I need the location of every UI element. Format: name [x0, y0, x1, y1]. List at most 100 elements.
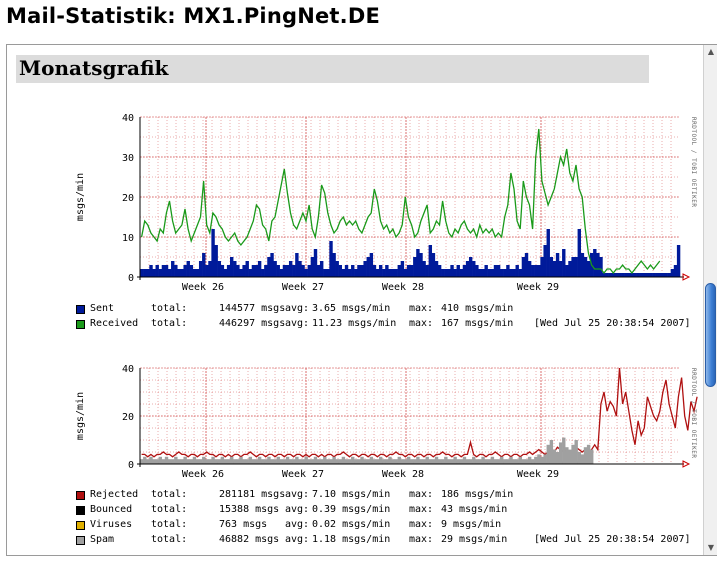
bar-spam: [487, 459, 491, 464]
legend-row: Sent total: 144577 msgs avg: 3.65 msgs/min m…: [76, 303, 696, 317]
bar-spam: [456, 459, 460, 464]
bar-sent: [329, 241, 333, 277]
bar-spam: [568, 449, 572, 464]
bar-spam: [316, 459, 321, 464]
bar-sent: [149, 265, 153, 277]
bar-sent: [180, 269, 184, 277]
legend-swatch: [76, 521, 85, 530]
rrdtool-credit: RRDTOOL / TOBI OETIKER: [690, 117, 697, 207]
bar-spam: [217, 459, 221, 464]
bar-sent: [254, 265, 259, 277]
scroll-up-icon[interactable]: ▲: [707, 47, 715, 56]
bar-spam: [450, 459, 454, 464]
bar-spam: [335, 459, 339, 464]
legend-max-word: max:: [409, 303, 434, 314]
bar-spam: [267, 456, 271, 464]
scroll-down-icon[interactable]: ▼: [707, 543, 715, 552]
bar-spam: [375, 459, 380, 464]
legend-label: Sent: [90, 303, 115, 314]
bar-spam: [152, 459, 156, 464]
bar-spam: [419, 459, 423, 464]
bar-sent: [298, 261, 302, 277]
y-axis-label: msgs/min: [75, 173, 86, 221]
bar-spam: [254, 459, 259, 464]
bar-spam: [410, 459, 414, 464]
legend-avg-value: 0.02 msgs/min: [312, 519, 391, 530]
bar-spam: [478, 459, 482, 464]
bar-spam: [571, 444, 575, 464]
bar-sent: [338, 265, 343, 277]
bar-sent: [645, 273, 650, 277]
timestamp: [Wed Jul 25 20:38:54 2007]: [534, 318, 691, 329]
y-axis-label: msgs/min: [75, 392, 86, 440]
bar-sent: [279, 269, 284, 277]
bar-spam: [186, 459, 190, 464]
bar-sent: [295, 253, 299, 277]
bar-sent: [382, 269, 386, 277]
legend-total-word: total:: [151, 504, 188, 515]
x-tick-label: Week 29: [517, 282, 559, 293]
bar-spam: [574, 440, 578, 464]
bar-sent: [416, 249, 420, 277]
bar-spam: [413, 459, 417, 464]
bar-spam: [251, 459, 256, 464]
bar-sent: [614, 273, 619, 277]
bar-sent: [558, 261, 563, 277]
x-tick-label: Week 29: [517, 469, 559, 480]
bar-spam: [310, 459, 315, 464]
bar-sent: [143, 269, 147, 277]
bar-sent: [257, 261, 262, 277]
bar-sent: [425, 265, 429, 277]
legend-total-word: total:: [151, 489, 188, 500]
vertical-scrollbar[interactable]: ▲ ▼: [703, 45, 717, 555]
bar-spam: [540, 456, 544, 464]
bar-sent: [248, 269, 253, 277]
bar-spam: [437, 459, 442, 464]
bar-spam: [366, 459, 370, 464]
bar-spam: [295, 456, 299, 464]
bar-sent: [562, 249, 566, 277]
y-tick-label: 40: [122, 364, 134, 375]
bar-sent: [230, 257, 234, 277]
scroll-thumb[interactable]: [705, 283, 716, 387]
bar-spam: [351, 456, 355, 464]
bar-spam: [192, 456, 197, 464]
bar-spam: [211, 456, 215, 464]
bar-spam: [357, 459, 361, 464]
legend-max-value: 186 msgs/min: [441, 489, 514, 500]
legend-row: Spam total: 46882 msgs avg: 1.18 msgs/min m…: [76, 534, 696, 548]
legend-avg-word: avg:: [285, 519, 310, 530]
bar-sent: [152, 269, 156, 277]
bar-sent: [531, 265, 535, 277]
spam-legend: Rejected total: 281181 msgs avg: 7.10 msgs/…: [76, 489, 696, 549]
bar-sent: [655, 273, 659, 277]
bar-spam: [304, 456, 308, 464]
bar-spam: [146, 459, 150, 464]
x-axis-arrow-icon: [682, 460, 691, 468]
bar-spam: [161, 459, 166, 464]
bar-spam: [515, 459, 519, 464]
line-rejected: [141, 367, 698, 458]
bar-sent: [605, 273, 609, 277]
bar-sent: [146, 269, 150, 277]
y-tick-label: 0: [128, 273, 134, 284]
timestamp: [Wed Jul 25 20:38:54 2007]: [534, 534, 691, 545]
bar-spam: [382, 459, 386, 464]
legend-label: Bounced: [90, 504, 133, 515]
legend-max-value: 9 msgs/min: [441, 519, 502, 530]
bar-spam: [422, 459, 426, 464]
bar-spam: [453, 456, 457, 464]
bar-sent: [540, 257, 544, 277]
bar-sent: [537, 265, 541, 277]
bar-spam: [307, 459, 311, 464]
bar-spam: [158, 456, 163, 464]
bar-sent: [205, 265, 209, 277]
bar-spam: [245, 459, 249, 464]
bar-spam: [555, 452, 560, 464]
bar-sent: [552, 261, 557, 277]
bar-sent: [406, 265, 411, 277]
bar-sent: [577, 229, 581, 277]
bar-spam: [580, 454, 585, 464]
bar-sent: [437, 265, 442, 277]
bar-spam: [518, 456, 523, 464]
